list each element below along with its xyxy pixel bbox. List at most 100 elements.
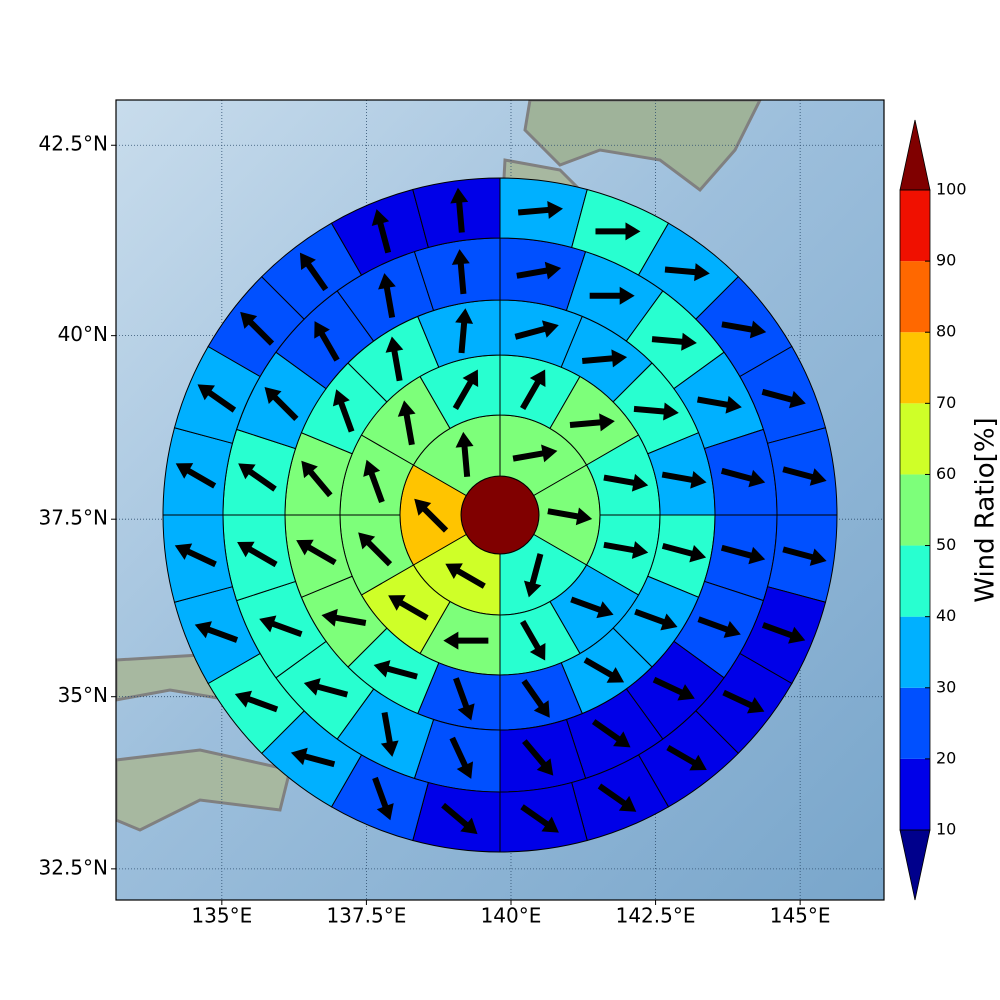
sector	[499, 781, 588, 853]
wind-arrow	[512, 444, 558, 463]
colorbar-bin	[900, 261, 930, 333]
colorbar-tick-label: 40	[936, 606, 956, 625]
wind-arrow	[174, 543, 217, 568]
wind-arrow	[520, 620, 546, 661]
colorbar-bin	[900, 687, 930, 759]
wind-arrow	[373, 660, 418, 680]
colorbar-tick-label: 90	[936, 251, 956, 270]
wind-arrow	[234, 690, 279, 713]
wind-arrow	[516, 261, 562, 280]
wind-arrow	[666, 744, 707, 771]
wind-arrow	[581, 349, 628, 368]
wind-arrow	[397, 400, 416, 446]
wind-arrow	[303, 678, 349, 698]
colorbar-over	[899, 119, 931, 191]
y-tick-label: 37.5°N	[39, 506, 109, 530]
colorbar: Wind Ratio[%] 10 20 30 40 50 60 70 80 90 100	[899, 119, 1000, 901]
wind-arrow	[358, 532, 393, 567]
sector	[412, 177, 501, 249]
x-tick-label: 142.5°E	[616, 904, 696, 928]
wind-arrow	[455, 308, 474, 354]
wind-arrow	[782, 466, 827, 486]
wind-arrow	[521, 679, 550, 718]
x-tick-label: 140°E	[481, 904, 542, 928]
wind-arrow	[388, 595, 429, 621]
wind-arrow	[455, 431, 474, 477]
wind-arrow	[589, 286, 635, 305]
colorbar-tick-label: 100	[936, 180, 967, 199]
x-tick-label: 137.5°E	[326, 904, 406, 928]
colorbar-bin	[900, 758, 930, 830]
wind-arrow	[372, 776, 394, 821]
wind-arrow	[722, 689, 765, 714]
colorbar-bin	[900, 332, 930, 404]
colorbar-under	[899, 829, 931, 901]
wind-arrow	[603, 473, 649, 492]
wind-arrow	[380, 712, 399, 757]
wind-arrow	[583, 657, 625, 683]
x-tick-label: 135°E	[191, 904, 252, 928]
colorbar-tick-label: 50	[936, 535, 956, 554]
colorbar-tick-label: 10	[936, 820, 956, 839]
colorbar-bin	[900, 474, 930, 546]
plot-frame	[115, 99, 885, 901]
wind-arrow	[314, 321, 340, 362]
colorbar-bin	[900, 190, 930, 262]
wind-arrow	[452, 369, 479, 410]
wind-arrow	[264, 387, 299, 421]
wind-arrow	[301, 460, 333, 498]
wind-arrow	[651, 332, 697, 351]
colorbar-bin	[900, 403, 930, 475]
x-tick-label: 145°E	[770, 904, 831, 928]
wind-arrow	[720, 467, 766, 488]
colorbar-tick-label: 30	[936, 677, 956, 696]
wind-arrow	[597, 783, 637, 812]
wind-arrow	[290, 747, 336, 768]
wind-arrow	[238, 463, 277, 492]
colorbar-tick-label: 20	[936, 748, 956, 767]
wind-arrow	[661, 542, 707, 563]
wind-arrow	[449, 736, 474, 779]
wind-arrow	[782, 546, 827, 566]
wind-arrow	[697, 616, 741, 638]
wind-arrow	[520, 369, 546, 410]
wind-arrow	[414, 498, 449, 533]
wind-arrow	[523, 553, 544, 598]
wind-arrow	[591, 719, 631, 748]
wind-arrow	[603, 541, 649, 559]
wind-arrow	[514, 320, 559, 340]
wind-arrow	[761, 388, 806, 409]
wind-arrow	[633, 402, 679, 421]
wind-arrow	[520, 804, 559, 833]
wind-arrow	[371, 209, 392, 254]
wind-arrow	[363, 459, 385, 504]
wind-arrow	[450, 187, 469, 233]
colorbar-bin	[900, 616, 930, 688]
y-tick-label: 32.5°N	[39, 855, 109, 879]
wind-arrow	[721, 320, 767, 339]
y-tick-label: 35°N	[58, 683, 108, 707]
wind-arrow	[522, 739, 554, 776]
wind-arrow	[451, 249, 470, 295]
wind-arrow	[378, 273, 396, 318]
wind-arrow	[240, 311, 275, 346]
colorbar-tick-label: 60	[936, 464, 956, 483]
wind-arrow	[332, 389, 355, 433]
y-tick-label: 42.5°N	[39, 132, 109, 156]
colorbar-frame	[899, 189, 931, 831]
colorbar-tick-label: 80	[936, 322, 956, 341]
wind-arrow	[299, 252, 329, 292]
wind-arrow	[197, 384, 237, 413]
wind-arrow	[237, 541, 278, 568]
wind-arrow	[664, 263, 710, 282]
wind-arrow	[569, 413, 615, 432]
colorbar-bin	[900, 545, 930, 617]
wind-arrow	[720, 544, 766, 565]
wind-arrow	[445, 563, 486, 589]
wind-arrow	[296, 539, 337, 566]
wind-arrow	[634, 608, 678, 631]
wind-arrow	[517, 200, 563, 219]
wind-arrow	[385, 336, 404, 382]
